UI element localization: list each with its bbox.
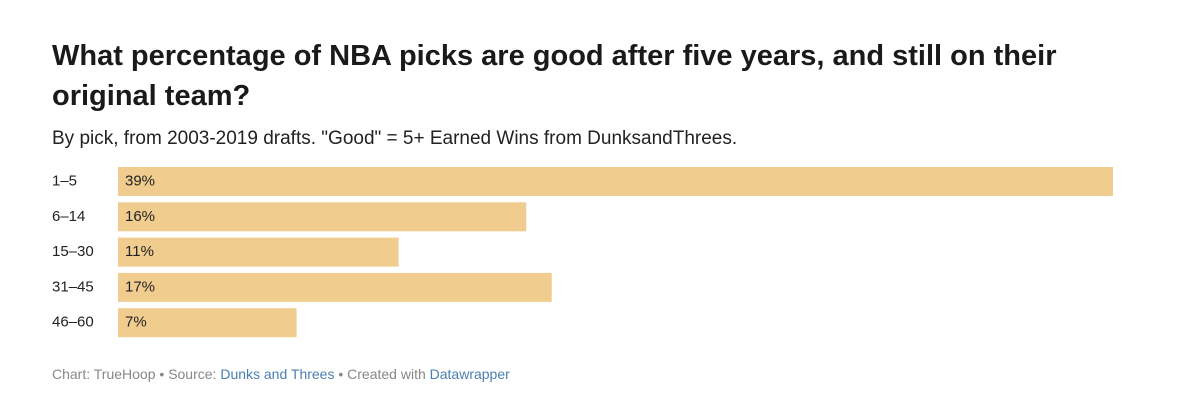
- category-label: 6–14: [52, 208, 85, 225]
- value-label: 39%: [125, 172, 155, 189]
- source-label: Source:: [168, 366, 217, 382]
- footer: Chart: TrueHoop • Source: Dunks and Thre…: [52, 366, 510, 382]
- value-label: 16%: [125, 208, 155, 225]
- source-link[interactable]: Dunks and Threes: [220, 366, 335, 382]
- chart-subtitle: By pick, from 2003-2019 drafts. "Good" =…: [52, 128, 738, 149]
- separator: •: [159, 366, 165, 382]
- category-label: 46–60: [52, 314, 94, 331]
- bar: [118, 167, 1113, 196]
- bar: [118, 237, 399, 267]
- chart: 1–5 39% 6–14 16% 15–30 11% 31–45 17% 46–60 7%: [52, 167, 1113, 338]
- created-link[interactable]: Datawrapper: [429, 366, 510, 382]
- separator: •: [338, 366, 344, 382]
- value-label: 17%: [125, 278, 155, 295]
- bar: [118, 272, 552, 302]
- category-label: 1–5: [52, 172, 77, 189]
- created-label: Created with: [347, 366, 426, 382]
- category-label: 31–45: [52, 278, 94, 295]
- bar: [118, 308, 297, 338]
- category-label: 15–30: [52, 243, 94, 260]
- value-label: 7%: [125, 314, 147, 331]
- value-label: 11%: [125, 243, 154, 260]
- chart-title: What percentage of NBA picks are good af…: [52, 40, 1057, 112]
- bar: [118, 202, 527, 232]
- credit: Chart: TrueHoop: [52, 366, 156, 382]
